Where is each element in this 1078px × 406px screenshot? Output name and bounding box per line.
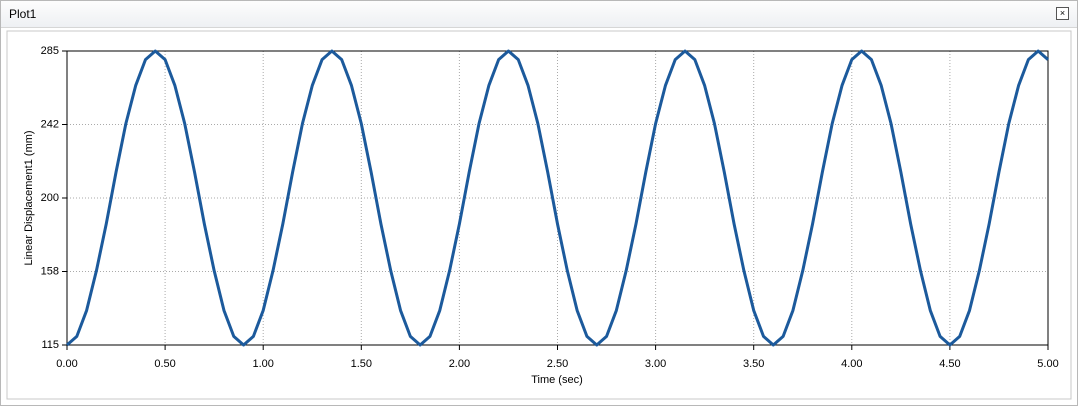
title-bar: Plot1 — [1, 1, 1077, 28]
x-axis-label: Time (sec) — [531, 374, 583, 386]
y-tick-label: 115 — [41, 339, 59, 351]
x-tick-label: 3.00 — [645, 358, 666, 370]
x-tick-label: 3.50 — [743, 358, 764, 370]
y-tick-label: 200 — [41, 192, 59, 204]
x-tick-label: 0.50 — [154, 358, 175, 370]
x-tick-label: 5.00 — [1037, 358, 1058, 370]
x-tick-label: 4.50 — [939, 358, 960, 370]
data-line — [66, 49, 1049, 347]
x-tick-label: 1.00 — [252, 358, 273, 370]
plot-area — [66, 50, 1049, 346]
y-tick-label: 285 — [41, 45, 59, 57]
window-title: Plot1 — [9, 7, 37, 21]
x-tick-label: 2.00 — [449, 358, 470, 370]
y-tick-label: 242 — [41, 118, 59, 130]
x-tick-label: 4.00 — [841, 358, 862, 370]
y-tick-label: 158 — [41, 265, 59, 277]
x-tick-label: 1.50 — [351, 358, 372, 370]
close-button[interactable]: × — [1056, 7, 1069, 20]
y-axis-label: Linear Displacement1 (mm) — [23, 130, 35, 265]
x-tick-label: 0.00 — [56, 358, 77, 370]
plot-frame — [6, 30, 1072, 400]
x-tick-label: 2.50 — [547, 358, 568, 370]
